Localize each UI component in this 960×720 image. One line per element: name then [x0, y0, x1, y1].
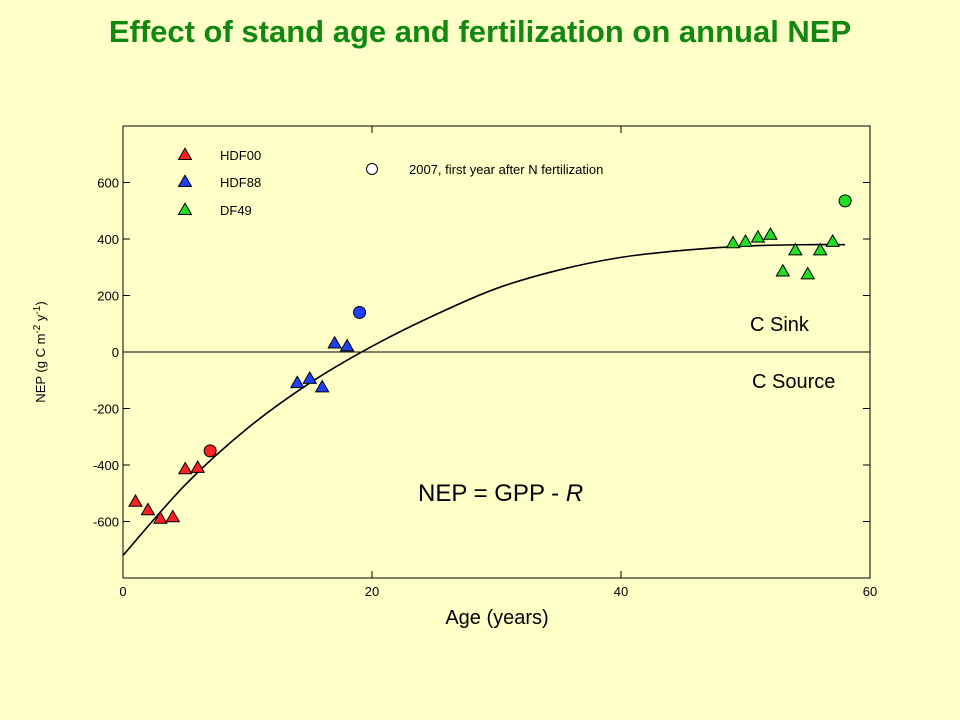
- y-tick-label: 200: [97, 289, 119, 304]
- legend-marker-hdf00: [177, 147, 193, 161]
- y-tick-label: -400: [93, 458, 119, 473]
- legend-label-hdf00: HDF00: [220, 148, 261, 163]
- fertilized-point: [353, 305, 367, 319]
- legend-marker-df49: [177, 202, 193, 216]
- point-hdf88: [327, 335, 343, 349]
- legend-marker-fertilized: [366, 163, 378, 175]
- point-hdf88: [302, 371, 318, 384]
- point-df49: [750, 229, 766, 243]
- fertilized-point: [203, 444, 217, 458]
- c-source-label: C Source: [752, 371, 835, 393]
- point-df49: [763, 226, 778, 240]
- legend-marker-hdf88: [177, 174, 193, 188]
- y-tick-label: -200: [93, 402, 119, 417]
- point-hdf88: [289, 375, 305, 389]
- legend-label-hdf88: HDF88: [220, 175, 261, 190]
- point-hdf00: [165, 509, 181, 523]
- y-axis-label: NEP (g C m-2 y-1): [32, 301, 48, 402]
- point-df49: [775, 263, 791, 277]
- x-tick-label: 40: [614, 584, 628, 599]
- point-df49: [812, 242, 828, 256]
- nep-equation: NEP = GPP - R: [418, 480, 583, 507]
- point-hdf88: [314, 379, 330, 393]
- y-tick-label: 400: [97, 232, 119, 247]
- point-hdf88: [339, 338, 355, 352]
- point-hdf00: [190, 460, 206, 473]
- x-tick-label: 0: [119, 584, 126, 599]
- y-tick-label: 600: [97, 176, 119, 191]
- fertilized-point: [838, 194, 852, 208]
- x-tick-label: 20: [365, 584, 379, 599]
- legend-label-df49: DF49: [220, 203, 252, 218]
- y-tick-label: 0: [112, 345, 119, 360]
- point-hdf00: [140, 502, 156, 516]
- point-hdf00: [152, 510, 168, 524]
- fit-curve: [122, 243, 846, 556]
- point-df49: [725, 235, 741, 249]
- point-df49: [825, 234, 841, 247]
- y-tick-label: -600: [93, 515, 119, 530]
- point-hdf00: [128, 493, 143, 507]
- c-sink-label: C Sink: [750, 314, 810, 336]
- point-df49: [800, 266, 816, 280]
- x-axis-label: Age (years): [445, 607, 548, 629]
- x-tick-label: 60: [863, 584, 877, 599]
- legend-label-fertilized: 2007, first year after N fertilization: [409, 162, 603, 177]
- point-df49: [738, 234, 753, 247]
- point-hdf00: [177, 461, 193, 475]
- point-df49: [787, 242, 803, 256]
- slide-title: Effect of stand age and fertilization on…: [108, 14, 852, 49]
